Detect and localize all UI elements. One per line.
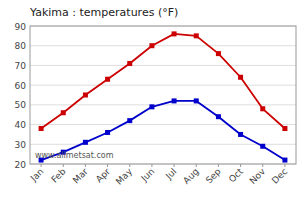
x-tick xyxy=(196,164,197,167)
x-tick xyxy=(85,164,86,167)
grid-line xyxy=(30,85,296,86)
x-tick-label: Mar xyxy=(71,166,90,185)
series-marker xyxy=(282,126,287,131)
x-tick xyxy=(41,164,42,167)
series-line xyxy=(41,34,285,129)
y-tick-label: 30 xyxy=(15,140,27,150)
series-marker xyxy=(194,98,199,103)
y-tick-label: 60 xyxy=(15,81,27,91)
series-marker xyxy=(105,77,110,82)
y-tick-label: 40 xyxy=(15,120,27,130)
x-tick xyxy=(129,164,130,167)
grid-line xyxy=(30,45,296,46)
x-tick xyxy=(151,164,152,167)
x-tick-label: Nov xyxy=(248,166,268,186)
x-tick-label: Oct xyxy=(227,166,245,184)
grid-line xyxy=(30,65,296,66)
series-marker xyxy=(83,93,88,98)
series-marker xyxy=(83,140,88,145)
x-tick xyxy=(63,164,64,167)
plot-area xyxy=(39,31,288,162)
chart: Yakima : temperatures (°F) 20 30 40 50 60 70 80… xyxy=(0,0,305,200)
x-tick xyxy=(240,164,241,167)
series-marker xyxy=(61,110,66,115)
series-marker xyxy=(105,130,110,135)
series-marker xyxy=(39,126,44,131)
y-tick-label: 70 xyxy=(15,61,27,71)
series-marker xyxy=(260,106,265,111)
annotation: www.allmetsat.com xyxy=(35,151,114,160)
series-marker xyxy=(194,33,199,38)
series-marker xyxy=(149,104,154,109)
series-marker xyxy=(172,98,177,103)
x-tick-label: Aug xyxy=(181,166,201,186)
series-marker xyxy=(282,158,287,163)
y-tick-label: 20 xyxy=(15,160,27,170)
plot-frame xyxy=(30,26,296,164)
series-marker xyxy=(216,51,221,56)
x-tick-label: Apr xyxy=(94,166,112,184)
y-tick-label: 90 xyxy=(15,22,27,32)
x-tick-label: Feb xyxy=(49,166,68,185)
series-marker xyxy=(238,75,243,80)
x-tick xyxy=(284,164,285,167)
series-marker xyxy=(216,114,221,119)
chart-container: Yakima : temperatures (°F) 20 30 40 50 60 70 80… xyxy=(0,0,305,200)
x-tick-label: Jul xyxy=(163,166,178,181)
x-tick-label: Sep xyxy=(204,166,223,185)
series-marker xyxy=(238,132,243,137)
x-tick-label: Jun xyxy=(139,166,157,184)
series-marker xyxy=(149,43,154,48)
x-tick-label: Dec xyxy=(270,166,289,185)
x-tick-label: May xyxy=(114,166,135,187)
x-tick xyxy=(218,164,219,167)
series-marker xyxy=(127,118,132,123)
grid-line xyxy=(30,144,296,145)
y-tick-label: 80 xyxy=(15,41,27,51)
series-marker xyxy=(127,61,132,66)
x-tick xyxy=(174,164,175,167)
x-tick-label: Jan xyxy=(28,166,46,184)
x-tick xyxy=(262,164,263,167)
series-marker xyxy=(172,31,177,36)
series-marker xyxy=(260,144,265,149)
grid-line xyxy=(30,124,296,125)
title: Yakima : temperatures (°F) xyxy=(29,6,178,19)
y-tick-label: 50 xyxy=(15,100,27,110)
x-tick xyxy=(107,164,108,167)
